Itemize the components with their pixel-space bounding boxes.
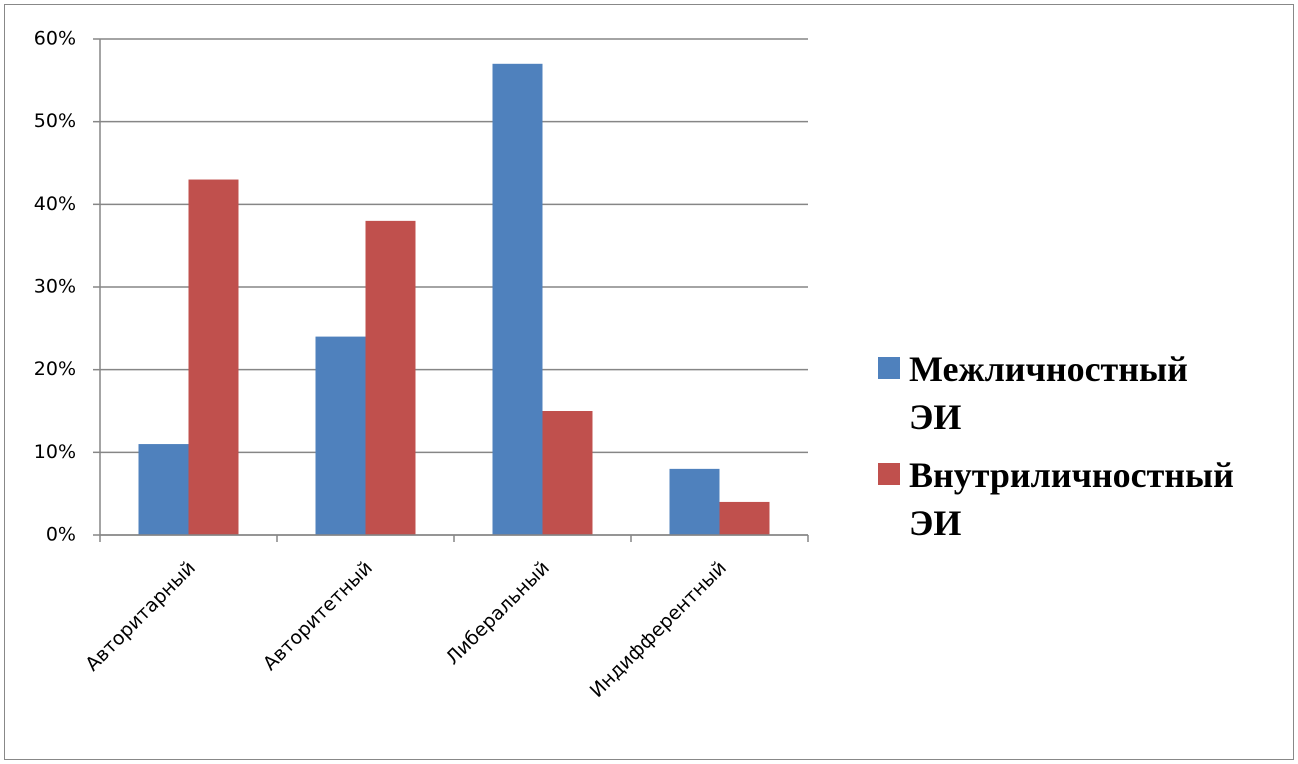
y-tick-label: 30%: [34, 276, 76, 298]
bar: [188, 179, 239, 536]
bar: [365, 220, 416, 535]
x-tick-label: Авторитетный: [259, 557, 377, 675]
y-tick-label: 20%: [34, 358, 76, 380]
bar: [719, 501, 770, 535]
x-tick-label: Авторитарный: [81, 557, 200, 676]
bar: [542, 411, 593, 535]
chart-border: [4, 4, 1294, 760]
legend-label: Межличностный ЭИ: [909, 349, 1188, 437]
y-tick-label: 10%: [34, 441, 76, 463]
y-tick-label: 40%: [34, 193, 76, 215]
bar: [315, 336, 366, 535]
bar: [669, 468, 720, 535]
x-tick-label: Индифферентный: [586, 557, 731, 702]
x-tick-label: Либеральный: [442, 557, 554, 669]
legend-swatch: [878, 357, 900, 379]
legend-swatch: [878, 463, 900, 485]
bar: [138, 444, 189, 535]
legend-item: Межличностный ЭИ: [878, 345, 1234, 441]
bar: [492, 63, 543, 536]
legend: Межличностный ЭИ Внутриличностный ЭИ: [878, 345, 1234, 557]
legend-label: Внутриличностный ЭИ: [909, 455, 1234, 543]
y-tick-label: 60%: [34, 28, 76, 50]
y-tick-label: 0%: [46, 524, 76, 546]
legend-item: Внутриличностный ЭИ: [878, 451, 1234, 547]
y-tick-label: 50%: [34, 110, 76, 132]
